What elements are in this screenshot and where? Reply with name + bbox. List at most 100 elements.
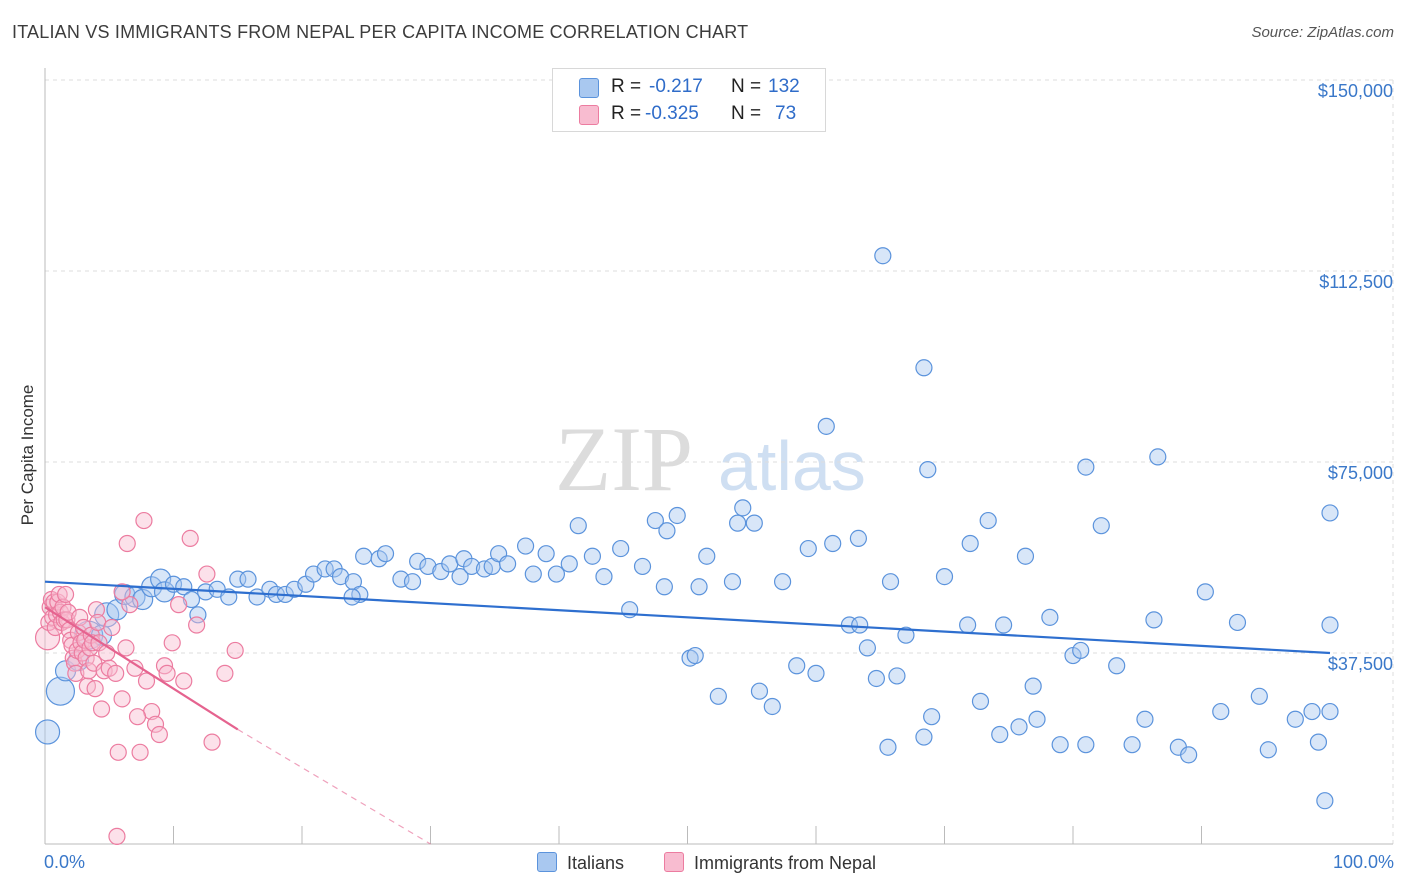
italians-point — [959, 616, 977, 634]
italians-point — [316, 560, 334, 578]
nepal-point — [146, 715, 165, 733]
italians-point — [409, 552, 427, 570]
legend-italians: Italians — [537, 852, 624, 874]
italians-point — [709, 687, 727, 705]
italians-point — [1303, 702, 1321, 721]
nepal-point — [117, 639, 135, 657]
italians-point — [867, 669, 885, 688]
italians-point — [788, 657, 806, 675]
italians-point — [935, 567, 954, 586]
italians-point — [879, 738, 897, 756]
italians-point — [560, 555, 578, 573]
nepal-point — [118, 534, 136, 553]
italians-point — [547, 565, 566, 583]
nepal-point — [71, 608, 89, 626]
italians-point — [851, 616, 869, 634]
nepal-point — [203, 733, 221, 751]
italians-point — [729, 514, 747, 532]
italians-point — [583, 547, 602, 565]
italians-point — [1016, 547, 1035, 565]
italians-point — [612, 539, 630, 558]
nepal-point — [137, 672, 156, 690]
watermark-atlas: atlas — [718, 427, 866, 505]
italians-point — [1259, 741, 1277, 759]
italians-point — [331, 567, 350, 586]
italians-point — [655, 578, 673, 596]
nepal-point — [163, 634, 181, 652]
italians-point — [1309, 733, 1328, 751]
italians-point — [773, 573, 792, 591]
x-tick-min: 0.0% — [44, 852, 86, 872]
italians-point — [1196, 583, 1214, 601]
nepal-point — [113, 690, 131, 708]
italians-point — [961, 534, 979, 553]
nepal-legend-swatch — [664, 852, 684, 872]
nepal-point — [150, 725, 168, 744]
italians-point — [355, 547, 373, 565]
nepal-point — [131, 743, 149, 761]
italians-point — [569, 517, 587, 535]
y-tick-label: $75,000 — [1328, 463, 1393, 483]
data-points — [34, 247, 1339, 845]
nepal-point — [92, 700, 111, 718]
italians-point — [1072, 641, 1090, 660]
nepal-point — [175, 672, 193, 690]
italians-point — [1212, 702, 1230, 721]
y-tick-label: $112,500 — [1319, 272, 1393, 292]
italians-point — [995, 616, 1013, 634]
nepal-point — [121, 596, 139, 614]
italians-point — [1010, 718, 1028, 736]
italians-point — [971, 692, 990, 710]
legend-italians-label: Italians — [567, 853, 625, 873]
r-label: R = — [611, 103, 642, 124]
italians-point — [376, 545, 395, 563]
legend-nepal: Immigrants from Nepal — [664, 852, 876, 874]
italians-point — [1108, 657, 1126, 675]
axes — [44, 68, 1393, 845]
nepal-point — [226, 641, 244, 660]
italians-point — [343, 588, 361, 606]
italians-point — [690, 578, 708, 596]
italians-point — [668, 506, 686, 525]
source-label: Source: ZipAtlas.com — [1251, 24, 1394, 41]
italians-point — [874, 247, 892, 265]
italians-point — [1316, 792, 1334, 810]
italians-point — [451, 567, 469, 586]
italians-point — [1149, 448, 1167, 466]
italians-point — [1077, 736, 1095, 754]
nepal-point — [181, 529, 199, 548]
nepal-point — [109, 743, 127, 761]
nepal-swatch — [579, 105, 599, 125]
nepal-point — [107, 664, 125, 682]
italians-point — [419, 557, 437, 576]
italians-point — [34, 719, 61, 745]
italians-point — [658, 522, 676, 540]
italians-trend-line — [44, 580, 1331, 655]
italians-point — [182, 590, 201, 609]
nepal-point — [198, 565, 216, 583]
italians-point — [881, 573, 900, 591]
r-value: -0.325 — [645, 103, 699, 124]
nepal-point — [188, 616, 206, 634]
italians-point — [799, 539, 817, 558]
nepal-point — [86, 680, 104, 698]
italians-point — [763, 697, 781, 716]
correlation-legend: R = -0.217 N = 132 R = -0.325 N = 73 — [552, 68, 826, 132]
italians-point — [175, 578, 193, 596]
italians-point — [897, 626, 915, 644]
italians-point — [463, 557, 481, 576]
legend-row-italians: R = -0.217 N = 132 — [553, 74, 825, 100]
nepal-point — [56, 585, 75, 604]
italians-point — [537, 545, 555, 563]
italians-point — [1321, 504, 1339, 522]
nepal-point — [54, 598, 72, 616]
n-value: 132 — [768, 76, 800, 97]
italians-point — [723, 573, 742, 591]
italians-point — [524, 565, 542, 583]
italians-point — [595, 567, 613, 586]
italians-point — [45, 676, 76, 706]
nepal-point — [135, 511, 153, 530]
italians-point — [1092, 517, 1110, 535]
italians-point — [1136, 710, 1154, 728]
